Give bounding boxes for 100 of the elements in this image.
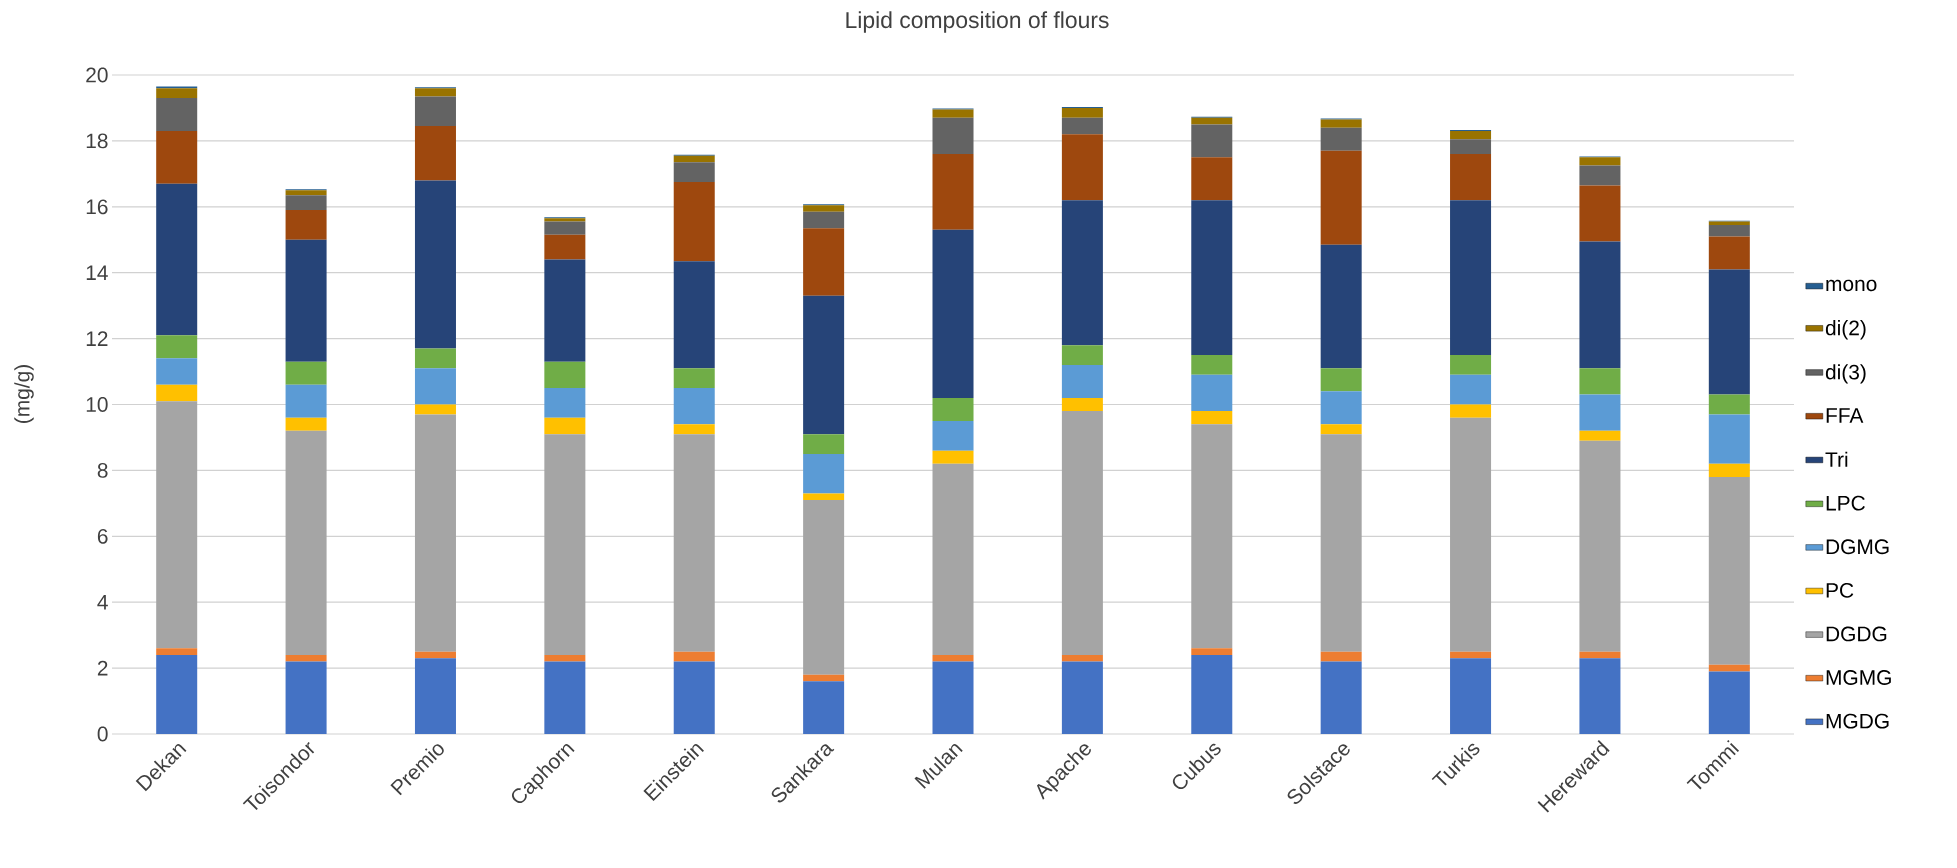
- bar: [1320, 244, 1362, 369]
- bar: [1191, 117, 1233, 125]
- bar: [803, 295, 845, 435]
- bar: [1579, 368, 1621, 395]
- bar: [1579, 241, 1621, 369]
- bar: [156, 358, 198, 385]
- bar: [673, 651, 715, 662]
- y-tick-label: 6: [97, 528, 108, 544]
- bar: [544, 221, 586, 235]
- bar: [673, 434, 715, 652]
- bar: [544, 388, 586, 418]
- bar: [1579, 430, 1621, 441]
- bar: [932, 117, 974, 155]
- bar: [156, 648, 198, 655]
- y-tick-label: 12: [86, 331, 108, 346]
- bar: [803, 205, 845, 212]
- bar: [932, 463, 974, 655]
- y-tick-label: 14: [86, 265, 108, 280]
- legend-label: Tri: [1825, 451, 1848, 467]
- bar: [1191, 374, 1233, 412]
- bar: [1320, 651, 1362, 662]
- bar: [1579, 651, 1621, 659]
- bar: [544, 654, 586, 662]
- bar: [1191, 157, 1233, 201]
- bar: [1579, 185, 1621, 242]
- bar: [414, 96, 456, 127]
- bar: [673, 182, 715, 262]
- bar: [285, 384, 327, 418]
- legend-label: PC: [1826, 582, 1854, 598]
- bar: [1579, 440, 1621, 652]
- bar: [414, 368, 456, 405]
- bar: [803, 211, 845, 229]
- bar: [803, 674, 845, 682]
- bar: [1579, 157, 1621, 166]
- bar: [1708, 476, 1750, 665]
- bar: [1191, 411, 1233, 425]
- bar: [1579, 394, 1621, 431]
- bar: [803, 453, 845, 494]
- bar: [1191, 648, 1233, 655]
- bar: [1708, 671, 1750, 734]
- bar: [156, 131, 198, 184]
- bar: [156, 98, 198, 132]
- bar: [414, 126, 456, 181]
- bar: [414, 180, 456, 349]
- bar: [1450, 154, 1492, 201]
- legend-label: di(3): [1825, 364, 1866, 384]
- bar: [1708, 269, 1750, 395]
- bar: [1708, 394, 1750, 415]
- bar: [932, 397, 974, 421]
- bar: [414, 404, 456, 415]
- legend-label: DGDG: [1826, 626, 1887, 642]
- bar: [803, 681, 845, 734]
- bar: [414, 651, 456, 659]
- bar: [1061, 134, 1103, 201]
- bar: [1061, 397, 1103, 412]
- bar: [156, 335, 198, 359]
- bar: [1061, 661, 1103, 734]
- bar: [1708, 224, 1750, 237]
- bar: [673, 388, 715, 425]
- bar: [1450, 131, 1492, 140]
- bar: [1320, 150, 1362, 245]
- bar: [414, 88, 456, 97]
- bar: [932, 229, 974, 398]
- bar: [1191, 355, 1233, 375]
- legend-label: LPC: [1826, 495, 1865, 511]
- legend-label: MGMG: [1826, 670, 1891, 685]
- bar: [156, 401, 198, 649]
- bar: [1320, 434, 1362, 652]
- bar: [1191, 124, 1233, 158]
- bar: [285, 417, 327, 431]
- bar: [285, 190, 327, 196]
- bar: [285, 195, 327, 211]
- legend-label: FFA: [1826, 408, 1864, 423]
- bar: [1579, 165, 1621, 186]
- bar: [285, 361, 327, 385]
- legend-label: di(2): [1825, 319, 1866, 340]
- chart-title: Lipid composition of flours: [846, 11, 1109, 33]
- bar: [673, 368, 715, 389]
- y-tick-label: 10: [86, 397, 108, 412]
- legend-label: mono: [1826, 279, 1877, 292]
- bar: [1191, 200, 1233, 356]
- bar: [1320, 661, 1362, 734]
- bar: [1320, 368, 1362, 392]
- bar: [156, 183, 198, 336]
- bar: [1320, 127, 1362, 151]
- bar: [1320, 424, 1362, 435]
- bar: [285, 430, 327, 655]
- bar: [803, 493, 845, 501]
- bar: [1450, 417, 1492, 652]
- bar: [1061, 200, 1103, 346]
- bar: [1191, 654, 1233, 734]
- bar: [414, 658, 456, 734]
- bar: [544, 661, 586, 734]
- bar: [932, 420, 974, 451]
- y-tick-label: 8: [97, 462, 108, 478]
- bar: [1061, 107, 1103, 118]
- y-tick-label: 2: [97, 660, 108, 676]
- bar: [1708, 414, 1750, 464]
- bar: [1061, 364, 1103, 398]
- bar: [803, 434, 845, 454]
